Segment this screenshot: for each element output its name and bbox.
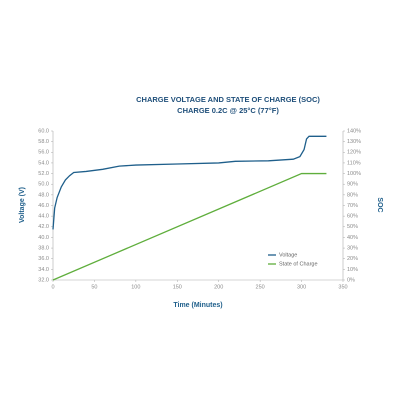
y-tick-label: 36.0 — [38, 256, 49, 262]
chart-title: CHARGE VOLTAGE AND STATE OF CHARGE (SOC) — [136, 95, 320, 104]
y2-tick-label: 30% — [347, 246, 358, 252]
y2-tick-label: 120% — [347, 150, 361, 156]
y2-tick-label: 70% — [347, 203, 358, 209]
y2-tick-label: 110% — [347, 160, 361, 166]
y-tick-label: 48.0 — [38, 192, 49, 198]
y-tick-label: 54.0 — [38, 160, 49, 166]
y-tick-label: 50.0 — [38, 182, 49, 188]
y-tick-label: 38.0 — [38, 246, 49, 252]
series-line — [52, 172, 327, 281]
y-tick-label: 40.0 — [38, 235, 49, 241]
y-tick-label: 34.0 — [38, 267, 49, 273]
y2-tick-label: 100% — [347, 171, 361, 177]
y2-tick-label: 60% — [347, 214, 358, 220]
y-tick-label: 42.0 — [38, 224, 49, 230]
y2-tick-label: 80% — [347, 192, 358, 198]
x-tick-label: 0 — [51, 284, 54, 290]
y-axis-label: Voltage (V) — [19, 187, 26, 223]
y-tick-label: 32.0 — [38, 277, 49, 283]
y-tick-label: 56.0 — [38, 150, 49, 156]
legend-label: Voltage — [279, 252, 297, 258]
y2-tick-label: 140% — [347, 128, 361, 134]
chart-subtitle: CHARGE 0.2C @ 25°C (77°F) — [177, 106, 279, 115]
x-tick-label: 300 — [297, 284, 306, 290]
y-tick-label: 52.0 — [38, 171, 49, 177]
y2-tick-label: 0% — [347, 277, 355, 283]
x-tick-label: 50 — [91, 284, 97, 290]
x-tick-label: 100 — [131, 284, 140, 290]
x-tick-label: 250 — [256, 284, 265, 290]
y2-tick-label: 40% — [347, 235, 358, 241]
x-axis-label: Time (Minutes) — [173, 302, 222, 309]
x-tick-label: 200 — [214, 284, 223, 290]
y2-tick-label: 10% — [347, 267, 358, 273]
x-tick-label: 150 — [173, 284, 182, 290]
y2-tick-label: 20% — [347, 256, 358, 262]
x-tick-label: 350 — [338, 284, 347, 290]
y2-tick-label: 50% — [347, 224, 358, 230]
y-tick-label: 44.0 — [38, 214, 49, 220]
y2-tick-label: 130% — [347, 139, 361, 145]
y2-tick-label: 90% — [347, 182, 358, 188]
y2-axis-label: SOC — [376, 197, 383, 212]
series-line — [52, 135, 327, 230]
legend-label: State of Charge — [279, 261, 318, 267]
y-tick-label: 60.0 — [38, 128, 49, 134]
y-tick-label: 46.0 — [38, 203, 49, 209]
y-tick-label: 58.0 — [38, 139, 49, 145]
